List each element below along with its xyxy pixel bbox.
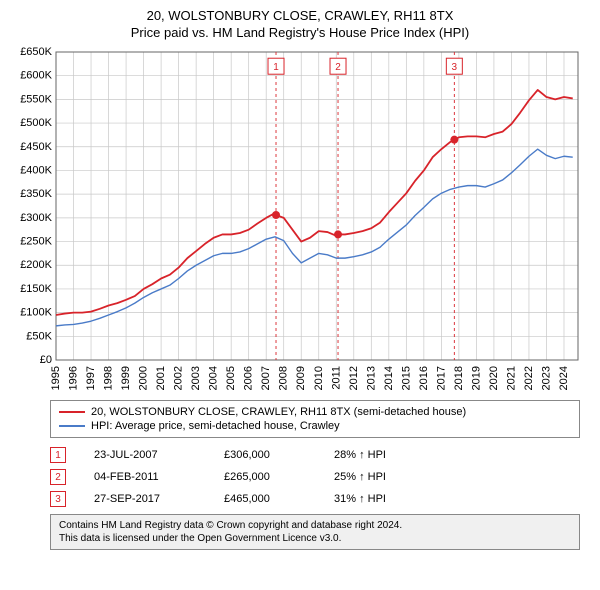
svg-text:2001: 2001 (155, 366, 167, 390)
svg-text:£500K: £500K (20, 117, 52, 129)
svg-text:1: 1 (273, 62, 279, 73)
svg-text:2009: 2009 (295, 366, 307, 390)
svg-text:2004: 2004 (208, 366, 220, 390)
svg-text:2019: 2019 (470, 366, 482, 390)
chart-area: £0 £50K £100K £150K £200K £250K £300K £350K £400… (10, 46, 590, 394)
svg-text:2013: 2013 (365, 366, 377, 390)
svg-text:2021: 2021 (505, 366, 517, 390)
svg-text:£550K: £550K (20, 93, 52, 105)
svg-text:2010: 2010 (313, 366, 325, 390)
svg-text:3: 3 (452, 62, 458, 73)
svg-text:£300K: £300K (20, 212, 52, 224)
svg-text:2002: 2002 (173, 366, 185, 390)
chart-title: 20, WOLSTONBURY CLOSE, CRAWLEY, RH11 8TX (10, 8, 590, 23)
svg-text:£0: £0 (40, 354, 52, 366)
marker-date: 23-JUL-2007 (94, 449, 224, 461)
marker-row: 2 04-FEB-2011£265,00025% ↑ HPI (50, 466, 580, 488)
svg-text:2: 2 (335, 62, 341, 73)
marker-pct-vs-hpi: 25% ↑ HPI (334, 471, 454, 483)
marker-date: 04-FEB-2011 (94, 471, 224, 483)
svg-text:2023: 2023 (540, 366, 552, 390)
svg-text:£350K: £350K (20, 188, 52, 200)
marker-price: £265,000 (224, 471, 334, 483)
svg-text:2011: 2011 (330, 366, 342, 390)
svg-text:2007: 2007 (260, 366, 272, 390)
marker-price: £465,000 (224, 493, 334, 505)
marker-number-badge: 1 (50, 447, 66, 463)
marker-row: 3 27-SEP-2017£465,00031% ↑ HPI (50, 488, 580, 510)
svg-text:1999: 1999 (120, 366, 132, 390)
svg-text:2018: 2018 (453, 366, 465, 390)
svg-text:2008: 2008 (278, 366, 290, 390)
svg-text:£100K: £100K (20, 307, 52, 319)
chart-container: 20, WOLSTONBURY CLOSE, CRAWLEY, RH11 8TX… (0, 0, 600, 554)
svg-text:1996: 1996 (68, 366, 80, 390)
legend-label: 20, WOLSTONBURY CLOSE, CRAWLEY, RH11 8TX… (91, 406, 466, 418)
marker-number-badge: 3 (50, 491, 66, 507)
svg-text:1997: 1997 (85, 366, 97, 390)
svg-text:£50K: £50K (26, 330, 52, 342)
svg-text:£450K: £450K (20, 141, 52, 153)
svg-text:£250K: £250K (20, 236, 52, 248)
legend-swatch (59, 411, 85, 413)
svg-text:£200K: £200K (20, 259, 52, 271)
line-chart-svg: £0 £50K £100K £150K £200K £250K £300K £350K £400… (10, 46, 590, 394)
svg-text:2003: 2003 (190, 366, 202, 390)
legend-label: HPI: Average price, semi-detached house,… (91, 420, 340, 432)
marker-pct-vs-hpi: 28% ↑ HPI (334, 449, 454, 461)
marker-price: £306,000 (224, 449, 334, 461)
sale-marker-table: 1 23-JUL-2007£306,00028% ↑ HPI 2 04-FEB-201… (50, 444, 580, 510)
chart-subtitle: Price paid vs. HM Land Registry's House … (10, 25, 590, 40)
marker-pct-vs-hpi: 31% ↑ HPI (334, 493, 454, 505)
svg-text:2020: 2020 (488, 366, 500, 390)
svg-text:2016: 2016 (418, 366, 430, 390)
attribution-line: Contains HM Land Registry data © Crown c… (59, 519, 571, 532)
svg-text:2000: 2000 (138, 366, 150, 390)
legend-item: HPI: Average price, semi-detached house,… (59, 419, 571, 433)
marker-row: 1 23-JUL-2007£306,00028% ↑ HPI (50, 444, 580, 466)
attribution-line: This data is licensed under the Open Gov… (59, 532, 571, 545)
svg-text:2024: 2024 (558, 366, 570, 390)
svg-text:£600K: £600K (20, 70, 52, 82)
svg-text:2006: 2006 (243, 366, 255, 390)
svg-text:2012: 2012 (348, 366, 360, 390)
svg-text:1998: 1998 (103, 366, 115, 390)
svg-text:2017: 2017 (435, 366, 447, 390)
data-attribution: Contains HM Land Registry data © Crown c… (50, 514, 580, 550)
marker-number-badge: 2 (50, 469, 66, 485)
marker-date: 27-SEP-2017 (94, 493, 224, 505)
svg-text:£650K: £650K (20, 46, 52, 58)
legend: 20, WOLSTONBURY CLOSE, CRAWLEY, RH11 8TX… (50, 400, 580, 438)
svg-text:1995: 1995 (50, 366, 62, 390)
legend-item: 20, WOLSTONBURY CLOSE, CRAWLEY, RH11 8TX… (59, 405, 571, 419)
svg-text:2022: 2022 (523, 366, 535, 390)
legend-swatch (59, 425, 85, 427)
svg-text:2015: 2015 (400, 366, 412, 390)
svg-text:£150K: £150K (20, 283, 52, 295)
svg-text:2005: 2005 (225, 366, 237, 390)
svg-text:£400K: £400K (20, 164, 52, 176)
svg-text:2014: 2014 (383, 366, 395, 390)
